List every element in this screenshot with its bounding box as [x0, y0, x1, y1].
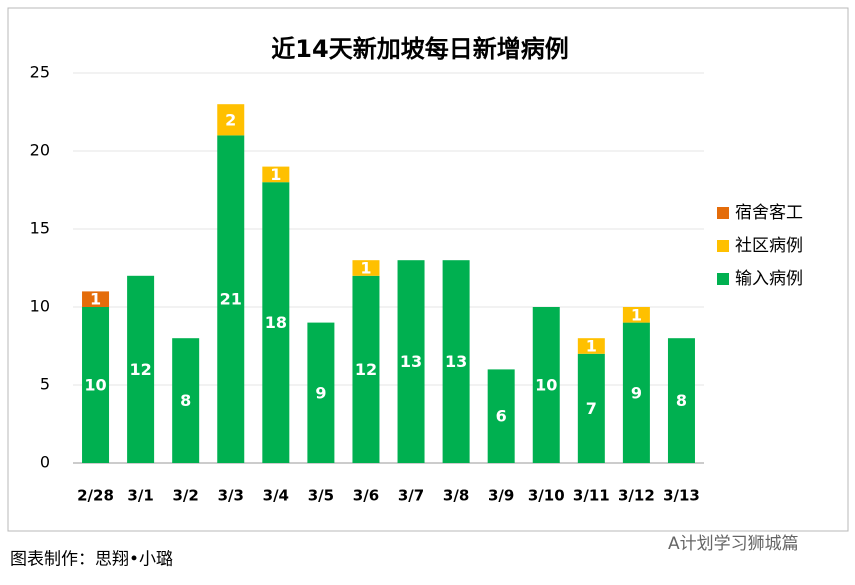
x-tick-label: 3/13	[663, 487, 700, 505]
x-tick-label: 3/7	[398, 487, 424, 505]
bar-segment	[307, 322, 335, 463]
x-tick-label: 3/8	[443, 487, 469, 505]
bar-segment	[352, 275, 380, 463]
y-tick-label: 25	[30, 63, 50, 82]
data-label: 10	[84, 376, 106, 395]
x-tick-label: 3/5	[308, 487, 334, 505]
data-label: 8	[676, 391, 687, 410]
x-tick-label: 3/9	[488, 487, 514, 505]
legend-label: 宿舍客工	[735, 203, 803, 223]
bar-segment	[577, 353, 605, 463]
bar-segment	[397, 260, 425, 463]
x-tick-label: 2/28	[77, 487, 114, 505]
x-tick-label: 3/6	[353, 487, 379, 505]
x-tick-label: 3/10	[528, 487, 565, 505]
bar-segment	[127, 275, 155, 463]
y-tick-label: 10	[30, 297, 50, 316]
data-label: 1	[631, 305, 642, 324]
data-label: 10	[535, 376, 557, 395]
x-tick-label: 3/2	[172, 487, 198, 505]
legend-label: 输入病例	[735, 269, 803, 289]
data-label: 13	[445, 352, 467, 371]
y-tick-label: 15	[30, 219, 50, 238]
bar-segment	[442, 260, 470, 463]
y-tick-label: 20	[30, 141, 50, 160]
legend-swatch	[717, 240, 729, 252]
bar-segment	[622, 322, 650, 463]
bar-segment	[82, 291, 110, 307]
data-label: 18	[265, 313, 287, 332]
chart-title: 近14天新加坡每日新增病例	[271, 35, 568, 63]
data-label: 9	[631, 383, 642, 402]
legend-swatch	[717, 207, 729, 219]
data-label: 12	[129, 360, 151, 379]
x-tick-label: 3/3	[218, 487, 244, 505]
bar-segment	[667, 338, 695, 463]
watermark: A计划学习狮城篇	[668, 534, 799, 554]
data-label: 2	[225, 110, 236, 129]
legend-label: 社区病例	[735, 236, 803, 256]
bar-segment	[487, 369, 515, 463]
bar-segment	[262, 182, 290, 463]
data-label: 13	[400, 352, 422, 371]
data-label: 9	[315, 383, 326, 402]
data-label: 8	[180, 391, 191, 410]
x-tick-label: 3/12	[618, 487, 655, 505]
bar-segment	[532, 307, 560, 463]
data-label: 7	[586, 399, 597, 418]
data-label: 1	[586, 337, 597, 356]
legend-swatch	[717, 273, 729, 285]
bar-segment	[262, 166, 290, 183]
bar-segment	[577, 338, 605, 354]
y-tick-label: 0	[40, 453, 50, 472]
bar-segment	[217, 135, 245, 463]
data-label: 1	[360, 259, 371, 278]
bar-segment	[172, 338, 200, 463]
x-tick-label: 3/1	[127, 487, 153, 505]
x-tick-label: 3/11	[573, 487, 610, 505]
data-label: 1	[90, 290, 101, 309]
source-note: 图表制作：思翔•小璐	[10, 550, 173, 570]
y-tick-label: 5	[40, 375, 50, 394]
bar-segment	[622, 307, 650, 323]
data-label: 12	[355, 360, 377, 379]
data-label: 6	[496, 407, 507, 426]
bar-segment	[82, 307, 110, 463]
data-label: 1	[270, 165, 281, 184]
bar-segment	[352, 260, 380, 276]
bar-segment	[217, 104, 245, 136]
data-label: 21	[220, 290, 242, 309]
x-tick-label: 3/4	[263, 487, 289, 505]
